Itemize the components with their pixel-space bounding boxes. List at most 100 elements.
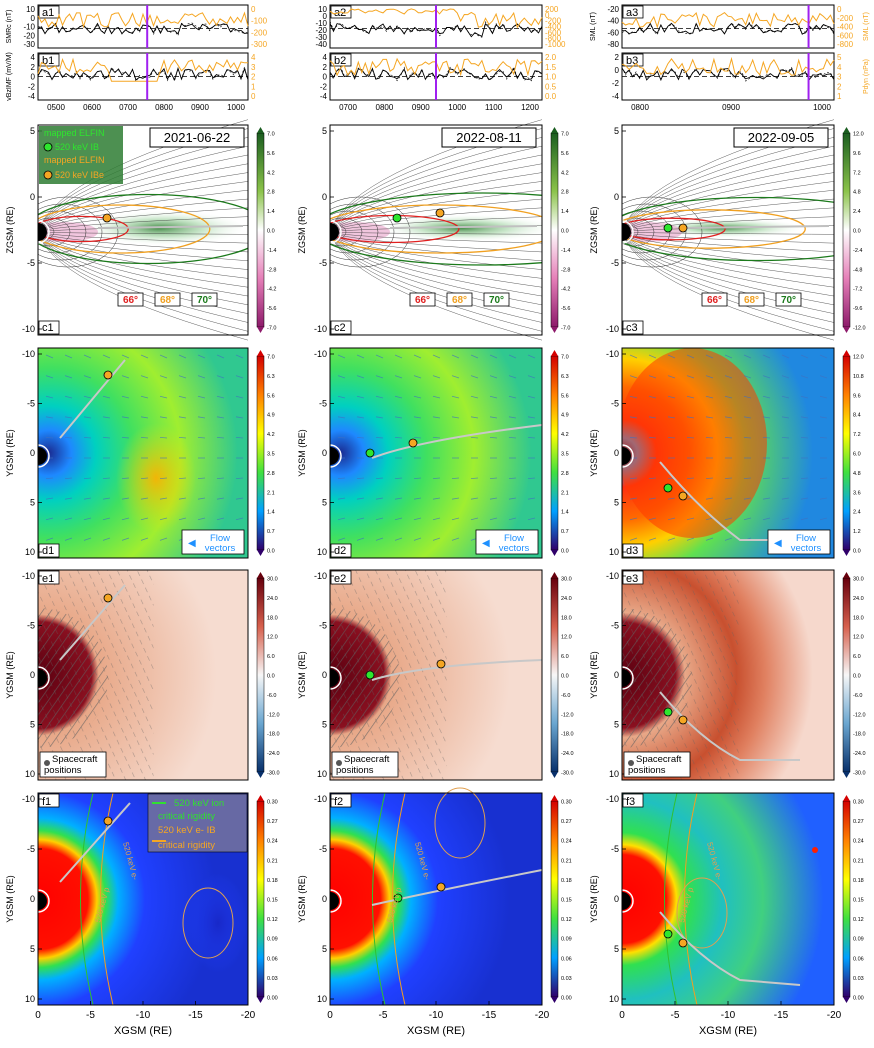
- flow-vector: [743, 517, 752, 521]
- colorbar-gradient: [550, 132, 559, 328]
- y-tick-label: 0: [30, 448, 35, 458]
- panel-a2: a2100-10-20-30-402000-200-400-600-800-10…: [315, 4, 566, 49]
- flow-vector: [64, 375, 73, 379]
- orange-marker: [678, 223, 688, 233]
- series-orange: [621, 11, 835, 29]
- flow-vector: [762, 437, 771, 439]
- field-line: [331, 234, 542, 288]
- panel-tag-box: [622, 543, 644, 558]
- y-tick-label: 5: [30, 126, 35, 136]
- panel-tag: f3: [626, 796, 635, 808]
- flow-vector: [121, 395, 130, 399]
- dipole-loop: [330, 203, 395, 261]
- left-tick-label: 0: [323, 12, 328, 21]
- flow-vector: [216, 477, 225, 479]
- field-line: [331, 231, 542, 235]
- flow-vector: [527, 354, 536, 359]
- flow-vector: [743, 375, 752, 379]
- flow-vector: [356, 375, 365, 379]
- y-axis-label: YGSM (RE): [297, 875, 307, 923]
- y-tick-label: -10: [606, 349, 619, 359]
- y-tick-label: 5: [30, 944, 35, 954]
- trajectory-line: [389, 225, 538, 229]
- flow-vector: [800, 517, 809, 521]
- earth-ring: [622, 220, 634, 244]
- colorbar-gradient: [842, 577, 851, 773]
- flow-vector: [413, 375, 422, 379]
- flow-vector: [743, 416, 752, 419]
- panel-c3-labels: c3 5 0 -5 -10 ZGSM (RE) 2022-09-05 66° 68° 70°: [589, 124, 835, 336]
- colorbar-tick: 0.0: [561, 674, 569, 680]
- lat-box: [775, 292, 802, 307]
- flow-vector: [216, 395, 225, 399]
- left-tick-label: -10: [23, 23, 35, 32]
- colorbar-tick: 5.6: [267, 151, 275, 157]
- y-axis-label: YGSM (RE): [589, 429, 599, 477]
- colorbar-tick: 4.9: [561, 413, 569, 419]
- flow-vector: [667, 437, 676, 439]
- latitude-contour: [38, 204, 211, 254]
- right-tick-label: -400: [837, 23, 854, 32]
- colorbar-d3: 12.010.89.68.47.26.04.83.62.41.20.0Curre…: [842, 350, 864, 556]
- colorbar-tick: 0.18: [267, 878, 278, 884]
- colorbar-tick: 3.5: [267, 452, 275, 458]
- spacecraft-label: Spacecraft: [636, 754, 682, 765]
- flow-vector: [800, 477, 809, 479]
- flow-vector: [705, 537, 714, 541]
- right-tick-label: -100: [251, 17, 268, 26]
- flow-vector: [470, 395, 479, 399]
- colorbar-tick: 0.27: [561, 819, 572, 825]
- colorbar-tick: 0.0: [267, 549, 275, 555]
- flow-vector: [337, 537, 346, 541]
- flow-vector: [819, 395, 828, 399]
- dipole-loop: [622, 217, 655, 247]
- colorbar-f1: 0.30 0.27 0.24 0.21 0.18 0.15 0.12 0.09 0.06 0.03…: [256, 795, 278, 1003]
- y-tick-label: -10: [314, 794, 327, 804]
- colorbar-tick: 0.0: [561, 549, 569, 555]
- flow-vector: [394, 354, 403, 359]
- legend-text: mapped ELFIN: [44, 128, 105, 138]
- flow-vector: [800, 497, 809, 500]
- flow-vector: [527, 517, 536, 521]
- earth-disk: [330, 223, 339, 241]
- colorbar-tick: 0.15: [561, 898, 572, 904]
- earth-disk: [38, 892, 47, 910]
- right-tick-label: 1.5: [545, 63, 557, 72]
- colorbar-gradient: [842, 800, 851, 998]
- green-marker: [663, 707, 673, 717]
- flow-vector: [508, 517, 517, 521]
- dipole-loop: [38, 210, 87, 254]
- flow-vector: [83, 517, 92, 521]
- colorbar-bottom-arrow: [257, 772, 264, 778]
- right-tick-label: 2: [251, 73, 256, 82]
- colorbar-top-arrow: [257, 350, 264, 356]
- right-tick-label: 1: [251, 82, 256, 91]
- flow-vector: [781, 354, 790, 359]
- colorbar-tick: 12.0: [853, 132, 864, 138]
- colorbar-tick: 0.18: [561, 878, 572, 884]
- panel-f2-labels: f2 -10 -5 0 5 10 YGSM (RE) 0 -5 -10 -15 -20 XGSM (RE…: [297, 792, 550, 1037]
- flow-vector: [527, 395, 536, 399]
- spacecraft-scatter: [622, 570, 739, 780]
- latitude-contour: [622, 209, 806, 249]
- flow-vector: [648, 395, 657, 399]
- y-tick-label: 0: [322, 894, 327, 904]
- flow-vector: [45, 477, 54, 479]
- flow-vector: [235, 517, 244, 521]
- colorbar-tick: -4.8: [853, 267, 862, 273]
- y-tick-label: 5: [614, 944, 619, 954]
- colorbar-tick: -1.4: [267, 248, 276, 254]
- colorbar-tick: 0.00: [561, 996, 572, 1002]
- flow-vector: [508, 395, 517, 399]
- field-line: [331, 236, 542, 323]
- flow-vector: [508, 416, 517, 419]
- flow-vector: [413, 477, 422, 479]
- colorbar-tick: 6.0: [853, 452, 861, 458]
- time-tick-label: 0700: [339, 103, 357, 112]
- y-tick-label: -5: [611, 621, 619, 631]
- trajectory-line: [371, 424, 542, 459]
- time-tick-label: 0900: [191, 103, 209, 112]
- electron-contour-loop: [182, 887, 234, 959]
